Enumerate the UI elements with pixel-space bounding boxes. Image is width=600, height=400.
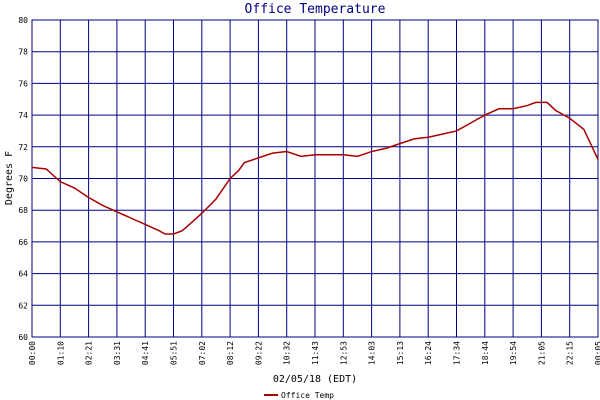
y-tick-label: 60 — [18, 333, 28, 342]
x-tick-label: 11:43 — [311, 341, 320, 365]
x-axis-label: 02/05/18 (EDT) — [273, 374, 357, 385]
x-tick-label: 15:13 — [396, 341, 405, 365]
x-tick-label: 12:53 — [339, 341, 348, 365]
x-tick-label: 22:15 — [566, 341, 575, 365]
y-tick-label: 72 — [18, 143, 28, 152]
y-tick-label: 74 — [18, 111, 28, 120]
y-tick-label: 80 — [18, 16, 28, 25]
y-tick-label: 76 — [18, 79, 28, 88]
chart-title: Office Temperature — [245, 2, 386, 17]
y-tick-label: 64 — [18, 270, 28, 279]
x-tick-label: 17:34 — [453, 341, 462, 365]
x-tick-label: 16:24 — [424, 341, 433, 365]
x-tick-label: 02:21 — [85, 341, 94, 365]
y-tick-label: 66 — [18, 238, 28, 247]
x-tick-label: 00:00 — [28, 341, 37, 365]
x-tick-label: 03:31 — [113, 341, 122, 365]
x-tick-label: 07:02 — [198, 341, 207, 365]
x-tick-label: 18:44 — [481, 341, 490, 365]
x-tick-label: 19:54 — [509, 341, 518, 365]
x-tick-label: 21:05 — [537, 341, 546, 365]
data-line — [31, 101, 599, 235]
legend-label: Office Temp — [281, 391, 334, 400]
y-tick-label: 68 — [18, 206, 28, 215]
x-tick-label: 01:10 — [56, 341, 65, 365]
x-tick-label: 00:05 — [594, 341, 600, 365]
x-tick-label: 05:51 — [170, 341, 179, 365]
x-tick-label: 14:03 — [368, 341, 377, 365]
y-tick-label: 78 — [18, 48, 28, 57]
y-axis-label: Degrees F — [4, 151, 15, 205]
x-tick-label: 08:12 — [226, 341, 235, 365]
x-tick-label: 10:32 — [283, 341, 292, 365]
y-tick-label: 62 — [18, 301, 28, 310]
x-tick-label: 04:41 — [141, 341, 150, 365]
x-tick-label: 09:22 — [254, 341, 263, 365]
y-tick-label: 70 — [18, 175, 28, 184]
